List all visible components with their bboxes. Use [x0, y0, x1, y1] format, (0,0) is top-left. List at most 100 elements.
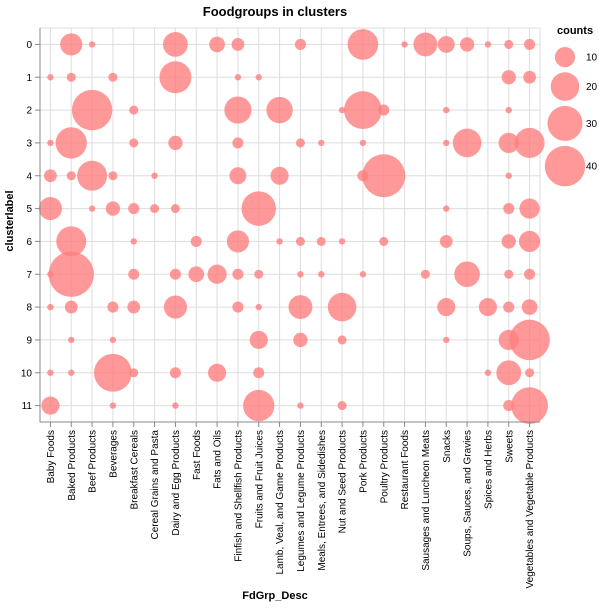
data-point [232, 301, 244, 313]
data-point [208, 363, 227, 382]
data-point [68, 369, 75, 376]
data-point [316, 236, 326, 246]
data-point [297, 271, 304, 278]
data-point [56, 226, 87, 257]
data-point [443, 139, 450, 147]
data-point [437, 298, 456, 317]
data-point [505, 106, 512, 114]
data-point [68, 336, 75, 344]
x-tick-label: Poultry Products [379, 430, 390, 503]
data-point [337, 401, 347, 411]
legend-label: 30 [586, 119, 598, 130]
x-tick-label: Legumes and Legume Products [296, 430, 307, 572]
data-point [503, 203, 515, 215]
data-point [501, 234, 516, 249]
data-point [172, 402, 179, 409]
data-point [108, 72, 118, 82]
x-tick-label: Fats and Oils [213, 430, 224, 489]
data-point [88, 205, 96, 212]
data-point [359, 139, 367, 147]
data-point [150, 204, 160, 214]
data-point [107, 301, 119, 313]
x-tick-label: Fast Foods [192, 430, 203, 480]
x-tick-label: Spices and Herbs [483, 430, 494, 509]
data-point [170, 204, 180, 214]
data-point [109, 336, 117, 344]
x-tick-label: Sausages and Luncheon Meats [421, 430, 432, 571]
data-point [503, 301, 515, 313]
data-point [64, 300, 78, 314]
x-tick-label: Fruits and Fruit Juices [254, 430, 265, 528]
data-point [288, 295, 313, 320]
data-point [327, 292, 357, 322]
data-point [338, 106, 346, 114]
data-point [521, 299, 538, 315]
data-point [276, 238, 283, 245]
data-point [224, 96, 252, 124]
data-point [439, 235, 453, 248]
legend-label: 40 [586, 162, 598, 173]
data-point [66, 171, 76, 181]
data-point [484, 369, 492, 376]
data-point [420, 269, 430, 279]
x-tick-label: Baby Foods [46, 430, 57, 483]
data-point [505, 172, 512, 179]
x-tick-label: Beef Products [88, 430, 99, 493]
legend-title: counts [557, 25, 593, 37]
data-point [511, 387, 548, 424]
data-point [443, 106, 450, 114]
data-point [401, 41, 408, 48]
data-point [229, 167, 247, 185]
y-tick-label: 4 [26, 171, 32, 182]
data-point [504, 39, 514, 49]
data-point [66, 72, 76, 82]
data-point [88, 41, 96, 48]
data-point [504, 269, 514, 279]
data-point [347, 29, 379, 60]
data-point [77, 160, 108, 191]
data-point [55, 127, 87, 159]
y-tick-label: 8 [26, 303, 32, 314]
data-point [169, 268, 181, 280]
data-point [129, 105, 139, 115]
data-point [243, 389, 275, 422]
data-point [129, 138, 139, 148]
y-tick-label: 3 [26, 138, 32, 149]
x-tick-label: Snacks [442, 430, 453, 463]
data-point [295, 236, 305, 246]
data-point [459, 37, 475, 52]
legend-symbol [544, 145, 586, 187]
y-axis-title: clusterlabel [4, 190, 16, 251]
data-point [163, 295, 187, 319]
data-point [525, 368, 535, 378]
x-tick-label: Lamb, Veal, and Game Products [275, 430, 286, 575]
data-point [266, 96, 293, 124]
y-tick-label: 0 [26, 40, 32, 51]
data-point [47, 139, 54, 147]
data-point [71, 89, 113, 131]
grid-layer [39, 27, 541, 423]
data-point [496, 360, 522, 386]
data-point [47, 369, 54, 376]
axis-layer: 0 1 2 3 4 5 6 7 8 9 10 11 Baby Foods Baked Products Be… [21, 28, 540, 588]
legend-symbol [547, 105, 583, 141]
data-point [255, 303, 262, 311]
data-point [234, 74, 242, 81]
data-point [249, 330, 268, 349]
data-point [108, 171, 118, 181]
data-point [514, 127, 545, 158]
y-tick-label: 2 [26, 106, 32, 117]
data-point [151, 172, 158, 179]
data-point [362, 154, 406, 198]
data-point [413, 32, 438, 57]
data-point [454, 261, 480, 288]
x-tick-label: Soups, Sauces, and Gravies [463, 430, 474, 557]
data-point [359, 271, 367, 278]
legend-label: 20 [586, 82, 598, 93]
data-point [509, 319, 550, 361]
data-point [318, 139, 325, 147]
x-tick-label: Pork Products [358, 430, 369, 493]
x-tick-label: Baked Products [67, 430, 78, 501]
